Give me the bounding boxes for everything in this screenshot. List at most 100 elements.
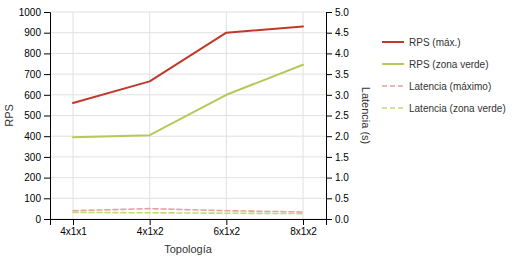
grid-line — [50, 32, 326, 33]
legend-swatch — [382, 63, 404, 65]
tick-mark — [150, 219, 151, 225]
tick: 4.5 — [326, 27, 349, 38]
tick-label: 0.0 — [335, 214, 349, 225]
tick-label: 3.0 — [335, 90, 349, 101]
y-axis: 01002003004005006007008009001000 — [19, 7, 51, 225]
tick: 3.5 — [326, 69, 349, 80]
tick-label: 5.0 — [335, 7, 349, 18]
tick-label: 6x1x2 — [213, 226, 240, 237]
tick-label: 400 — [24, 131, 41, 142]
axis-line — [44, 13, 51, 220]
tick-mark — [44, 198, 50, 199]
tick-mark — [73, 219, 74, 225]
tick: 2.0 — [326, 131, 349, 142]
tick: 800 — [24, 48, 50, 59]
tick-mark — [44, 136, 50, 137]
tick: 8x1x2 — [290, 219, 317, 237]
lines — [73, 26, 303, 213]
grid-line — [149, 12, 150, 219]
tick-mark — [44, 33, 50, 34]
tick: 700 — [24, 69, 50, 80]
tick-mark — [326, 12, 332, 13]
tick-mark — [44, 74, 50, 75]
tick: 1000 — [19, 7, 50, 18]
y2-axis-title: Latencia (s) — [360, 87, 372, 144]
tick-label: 1000 — [19, 7, 42, 18]
legend-label: Latencia (máximo) — [409, 81, 491, 92]
tick-mark — [44, 157, 50, 158]
tick-mark — [326, 136, 332, 137]
tick-label: 8x1x2 — [290, 226, 317, 237]
grid — [50, 12, 326, 219]
grid-line — [50, 94, 326, 95]
tick: 2.5 — [326, 110, 349, 121]
grid-line — [50, 74, 326, 75]
tick-mark — [44, 53, 50, 54]
tick-mark — [326, 33, 332, 34]
grid-line — [73, 12, 74, 219]
legend-item: Latencia (máximo) — [382, 81, 491, 92]
tick-mark — [326, 53, 332, 54]
legend-swatch — [382, 41, 404, 43]
tick: 900 — [24, 27, 50, 38]
tick: 0.5 — [326, 193, 349, 204]
tick: 300 — [24, 152, 50, 163]
tick-label: 0.5 — [335, 193, 349, 204]
grid-line — [50, 12, 326, 13]
series-line — [73, 209, 303, 212]
legend: RPS (máx.) RPS (zona verde) Latencia (máxi… — [382, 37, 506, 114]
tick-label: 700 — [24, 69, 41, 80]
tick-mark — [326, 74, 332, 75]
series-line — [73, 212, 303, 213]
grid-line — [226, 12, 227, 219]
tick: 5.0 — [326, 7, 349, 18]
plot: 4x1x14x1x26x1x28x1x201002003004005006007… — [19, 7, 350, 237]
tick-mark — [44, 116, 50, 117]
tick: 4x1x1 — [60, 219, 87, 237]
grid-line — [303, 12, 304, 219]
legend-label: Latencia (zona verde) — [409, 103, 506, 114]
tick: 200 — [24, 172, 50, 183]
tick-mark — [326, 157, 332, 158]
tick: 4.0 — [326, 48, 349, 59]
legend-label: RPS (máx.) — [409, 37, 461, 48]
series-line — [73, 65, 303, 137]
tick: 3.0 — [326, 90, 349, 101]
tick-label: 4.0 — [335, 48, 349, 59]
tick: 1.0 — [326, 172, 349, 183]
tick-label: 300 — [24, 152, 41, 163]
tick: 500 — [24, 110, 50, 121]
tick-mark — [326, 95, 332, 96]
grid-line — [50, 198, 326, 199]
legend-item: RPS (zona verde) — [382, 59, 488, 70]
tick-mark — [326, 116, 332, 117]
tick-mark — [44, 95, 50, 96]
y2-axis: 0.0 0.5 1.0 1.5 2.0 2.5 3.0 3.5 4.0 4.5 5.0 — [326, 7, 349, 225]
series-line — [73, 26, 303, 103]
tick-mark — [326, 178, 332, 179]
tick-mark — [44, 178, 50, 179]
grid-line — [50, 156, 326, 157]
tick-label: 4x1x1 — [60, 226, 87, 237]
tick-label: 1.5 — [335, 152, 349, 163]
legend-swatch — [382, 107, 404, 109]
legend-label: RPS (zona verde) — [409, 59, 488, 70]
grid-line — [50, 177, 326, 178]
tick: 0 — [35, 214, 50, 225]
tick-label: 4.5 — [335, 27, 349, 38]
tick-mark — [326, 219, 332, 220]
tick-label: 100 — [24, 193, 41, 204]
tick: 6x1x2 — [213, 219, 240, 237]
tick-label: 500 — [24, 110, 41, 121]
tick: 0.0 — [326, 214, 349, 225]
tick: 100 — [24, 193, 50, 204]
legend-item: RPS (máx.) — [382, 37, 461, 48]
axis-line — [51, 220, 327, 226]
tick-label: 1.0 — [335, 172, 349, 183]
tick: 4x1x2 — [137, 219, 164, 237]
tick-label: 2.5 — [335, 110, 349, 121]
tick-label: 3.5 — [335, 69, 349, 80]
chart: 4x1x14x1x26x1x28x1x201002003004005006007… — [0, 0, 516, 259]
tick-mark — [44, 219, 50, 220]
legend-swatch — [382, 85, 404, 87]
